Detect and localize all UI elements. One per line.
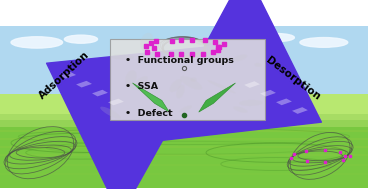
Bar	[0, 114, 368, 127]
Ellipse shape	[233, 54, 247, 61]
Ellipse shape	[100, 107, 121, 119]
Bar	[292, 107, 308, 114]
Bar	[0, 26, 368, 99]
Bar	[76, 81, 92, 88]
Ellipse shape	[195, 41, 211, 46]
Bar	[276, 98, 292, 105]
Bar	[0, 146, 368, 148]
Text: Desorption: Desorption	[263, 55, 322, 102]
Ellipse shape	[170, 79, 182, 92]
Bar	[0, 94, 368, 127]
Ellipse shape	[140, 33, 153, 51]
Ellipse shape	[209, 51, 222, 59]
Ellipse shape	[136, 76, 148, 85]
PathPatch shape	[199, 83, 236, 112]
Bar	[60, 72, 76, 79]
Ellipse shape	[180, 76, 202, 90]
Ellipse shape	[179, 105, 192, 113]
Ellipse shape	[11, 37, 63, 48]
Ellipse shape	[258, 33, 294, 42]
Ellipse shape	[208, 80, 236, 93]
Ellipse shape	[110, 54, 134, 60]
Text: •  Functional groups: • Functional groups	[125, 56, 234, 65]
Ellipse shape	[176, 85, 185, 98]
Bar	[0, 154, 368, 156]
Ellipse shape	[239, 100, 263, 106]
Text: •  Defect: • Defect	[125, 109, 173, 118]
Ellipse shape	[300, 38, 348, 47]
Bar	[0, 138, 368, 140]
Ellipse shape	[126, 83, 146, 90]
Bar	[260, 90, 276, 97]
Bar	[0, 173, 368, 175]
Bar	[108, 99, 124, 105]
Bar	[0, 164, 368, 166]
FancyBboxPatch shape	[110, 39, 265, 120]
Ellipse shape	[125, 70, 137, 85]
Ellipse shape	[254, 63, 262, 67]
Ellipse shape	[190, 77, 197, 82]
Text: •  SSA: • SSA	[125, 82, 158, 91]
Bar	[92, 90, 108, 96]
PathPatch shape	[132, 83, 169, 112]
Ellipse shape	[233, 106, 248, 113]
Text: Adsorption: Adsorption	[37, 49, 92, 101]
Bar	[0, 120, 368, 188]
Bar	[0, 130, 368, 132]
Bar	[244, 81, 260, 88]
Ellipse shape	[64, 35, 98, 43]
